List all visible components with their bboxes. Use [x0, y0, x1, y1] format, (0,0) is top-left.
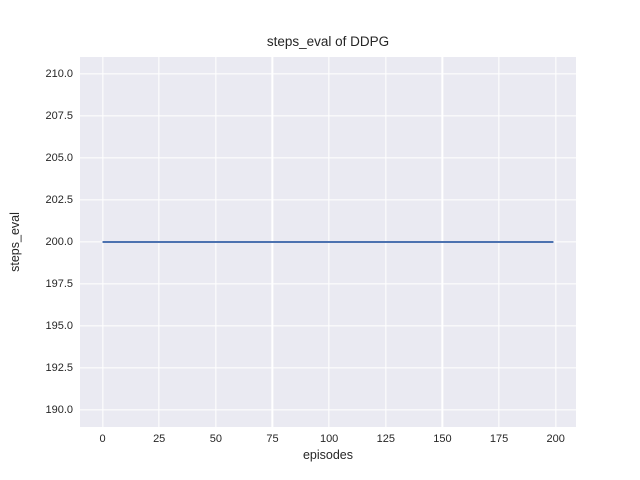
- x-tick-label: 100: [319, 433, 339, 445]
- y-tick-label: 207.5: [45, 109, 73, 122]
- gridline-horizontal: [80, 199, 576, 201]
- x-tick-label: 75: [266, 433, 279, 445]
- y-tick-label: 200.0: [45, 236, 73, 248]
- y-tick-label: 195.0: [45, 320, 73, 333]
- gridline-horizontal: [80, 325, 576, 327]
- y-tick-label: 202.5: [45, 193, 73, 206]
- gridline-horizontal: [80, 367, 576, 369]
- x-axis-label: episodes: [302, 448, 354, 462]
- series-layer: [102, 241, 554, 243]
- x-tick-label: 50: [209, 433, 222, 445]
- gridline-horizontal: [80, 157, 576, 159]
- y-tick-label: 205.0: [45, 151, 73, 164]
- plot-area: [80, 57, 576, 427]
- x-tick-label: 150: [433, 433, 452, 445]
- x-tick-label: 125: [376, 433, 395, 445]
- gridline-horizontal: [80, 115, 576, 117]
- chart-title: steps_eval of DDPG: [266, 34, 390, 49]
- y-tick-label: 190.0: [45, 404, 73, 417]
- x-tick-label: 200: [546, 433, 565, 445]
- x-tick-label: 0: [99, 433, 106, 445]
- y-tick-label: 197.5: [45, 278, 73, 291]
- gridline-horizontal: [80, 409, 576, 411]
- gridline-horizontal: [80, 73, 576, 75]
- gridline-horizontal: [80, 283, 576, 285]
- y-axis-label: steps_eval: [8, 212, 22, 272]
- y-tick-label: 210.0: [45, 67, 73, 80]
- x-tick-label: 25: [153, 433, 166, 445]
- y-tick-label: 192.5: [45, 362, 73, 375]
- x-tick-label: 175: [489, 433, 509, 445]
